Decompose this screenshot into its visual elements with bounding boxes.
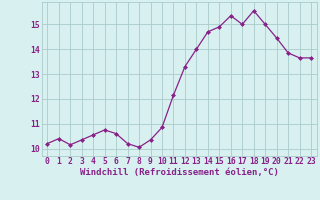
X-axis label: Windchill (Refroidissement éolien,°C): Windchill (Refroidissement éolien,°C) xyxy=(80,168,279,177)
